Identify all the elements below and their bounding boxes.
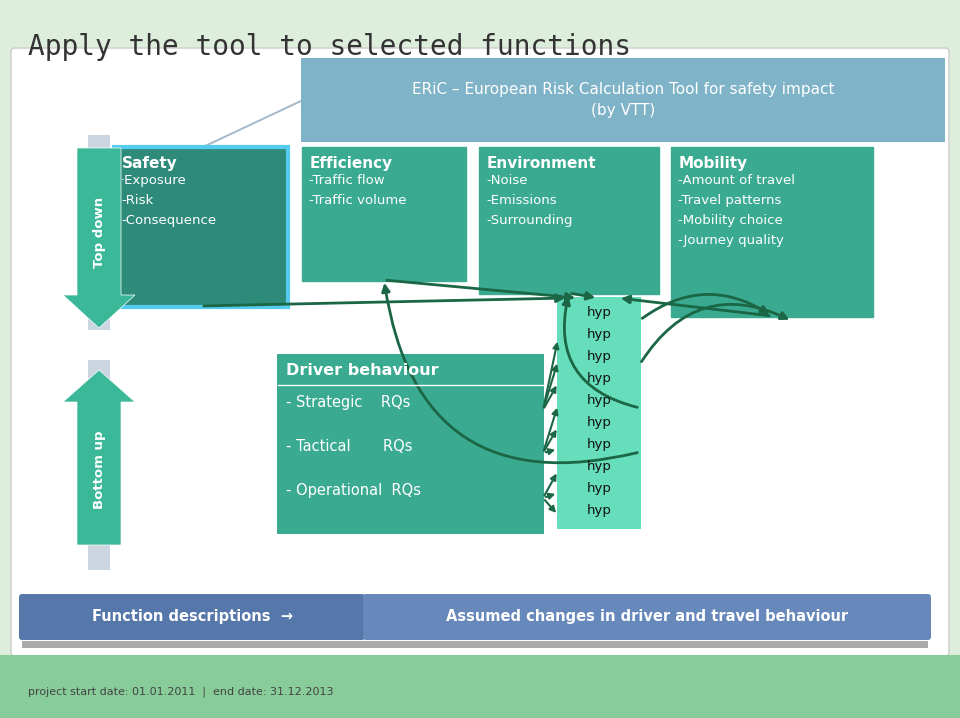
FancyArrowPatch shape <box>544 475 556 495</box>
FancyArrowPatch shape <box>624 296 769 316</box>
FancyArrowPatch shape <box>204 295 563 306</box>
Text: hyp: hyp <box>587 416 612 429</box>
Text: Assumed changes in driver and travel behaviour: Assumed changes in driver and travel beh… <box>446 610 848 625</box>
Bar <box>88 360 110 570</box>
FancyBboxPatch shape <box>479 147 659 294</box>
Text: -Risk: -Risk <box>121 194 154 207</box>
FancyArrowPatch shape <box>543 410 558 450</box>
FancyArrowPatch shape <box>572 292 592 299</box>
FancyArrowPatch shape <box>543 344 559 407</box>
Text: hyp: hyp <box>587 482 612 495</box>
Text: -Consequence: -Consequence <box>121 214 216 227</box>
FancyArrowPatch shape <box>543 366 558 407</box>
Text: -Mobility choice: -Mobility choice <box>678 214 782 227</box>
Text: Environment: Environment <box>487 156 596 171</box>
Text: Mobility: Mobility <box>679 156 748 171</box>
FancyBboxPatch shape <box>302 147 466 281</box>
Text: -Travel patterns: -Travel patterns <box>678 194 781 207</box>
Text: Efficiency: Efficiency <box>310 156 394 171</box>
FancyBboxPatch shape <box>301 58 945 142</box>
FancyBboxPatch shape <box>19 594 365 640</box>
Text: -Traffic flow: -Traffic flow <box>309 174 385 187</box>
FancyArrowPatch shape <box>563 299 637 407</box>
Text: -Emissions: -Emissions <box>486 194 557 207</box>
Text: hyp: hyp <box>587 394 612 407</box>
Text: hyp: hyp <box>587 350 612 363</box>
Polygon shape <box>63 370 135 545</box>
Bar <box>22 641 928 648</box>
Text: Safety: Safety <box>122 156 178 171</box>
FancyBboxPatch shape <box>114 147 288 307</box>
FancyArrowPatch shape <box>545 494 553 498</box>
FancyArrowPatch shape <box>544 388 556 408</box>
Bar <box>0 655 960 718</box>
FancyArrowPatch shape <box>545 500 555 511</box>
FancyArrowPatch shape <box>544 432 556 451</box>
Bar <box>88 135 110 330</box>
FancyArrowPatch shape <box>641 304 786 362</box>
Text: hyp: hyp <box>587 328 612 341</box>
Text: hyp: hyp <box>587 306 612 319</box>
Text: hyp: hyp <box>587 504 612 517</box>
Text: Apply the tool to selected functions: Apply the tool to selected functions <box>28 33 631 61</box>
Text: - Strategic    RQs: - Strategic RQs <box>286 395 410 410</box>
Text: - Operational  RQs: - Operational RQs <box>286 483 421 498</box>
Text: Top down: Top down <box>92 197 106 268</box>
Text: -Amount of travel: -Amount of travel <box>678 174 795 187</box>
FancyArrowPatch shape <box>383 286 637 463</box>
Text: -Traffic volume: -Traffic volume <box>309 194 406 207</box>
FancyBboxPatch shape <box>363 594 931 640</box>
Text: hyp: hyp <box>587 438 612 451</box>
Text: -Journey quality: -Journey quality <box>678 234 784 247</box>
Text: project start date: 01.01.2011  |  end date: 31.12.2013: project start date: 01.01.2011 | end dat… <box>28 686 333 697</box>
Text: -Noise: -Noise <box>486 174 527 187</box>
FancyBboxPatch shape <box>671 147 873 317</box>
Text: -Surrounding: -Surrounding <box>486 214 572 227</box>
Polygon shape <box>63 148 135 328</box>
FancyArrowPatch shape <box>642 294 767 318</box>
Text: Bottom up: Bottom up <box>92 431 106 509</box>
Text: hyp: hyp <box>587 460 612 473</box>
FancyArrowPatch shape <box>545 449 553 454</box>
Text: ·Exposure: ·Exposure <box>121 174 187 187</box>
Text: Function descriptions  →: Function descriptions → <box>91 610 293 625</box>
Text: ERiC – European Risk Calculation Tool for safety impact
(by VTT): ERiC – European Risk Calculation Tool fo… <box>412 82 834 118</box>
FancyBboxPatch shape <box>11 48 949 656</box>
Text: - Tactical       RQs: - Tactical RQs <box>286 439 413 454</box>
FancyBboxPatch shape <box>277 354 544 534</box>
FancyArrowPatch shape <box>387 280 572 300</box>
Text: Driver behaviour: Driver behaviour <box>286 363 439 378</box>
Text: hyp: hyp <box>587 372 612 385</box>
FancyBboxPatch shape <box>557 297 641 529</box>
